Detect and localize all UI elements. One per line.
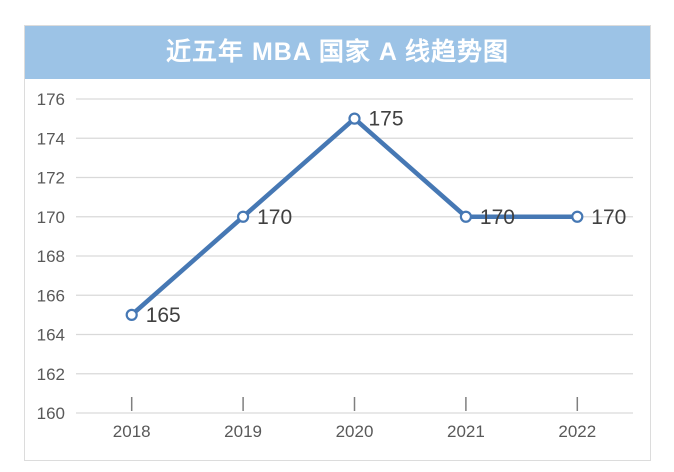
data-point-label-2019: 170 xyxy=(257,206,292,229)
y-axis-tick-label-174: 174 xyxy=(37,129,65,148)
y-axis-tick-label-170: 170 xyxy=(37,208,65,227)
trend-line-chart: 160 162 164 166 168 170 172 174 176 2018 2019 2020 2… xyxy=(37,90,633,441)
data-point-label-2021: 170 xyxy=(480,206,515,229)
x-axis-label-2020: 2020 xyxy=(336,422,374,441)
chart-title: 近五年 MBA 国家 A 线趋势图 xyxy=(166,38,509,66)
y-axis-tick-label-172: 172 xyxy=(37,169,65,188)
data-point-marker-2019 xyxy=(237,210,250,223)
data-point-label-2018: 165 xyxy=(146,304,181,327)
y-axis-tick-label-164: 164 xyxy=(37,326,65,345)
chart-card: 近五年 MBA 国家 A 线趋势图 160 162 164 166 168 170 172 1… xyxy=(24,25,651,461)
x-axis-label-2019: 2019 xyxy=(224,422,262,441)
data-point-marker-2022 xyxy=(571,210,584,223)
data-point-marker-2018 xyxy=(125,308,138,321)
y-axis-tick-label-166: 166 xyxy=(37,286,65,305)
y-axis-tick-label-168: 168 xyxy=(37,247,65,266)
data-point-marker-2021 xyxy=(459,210,472,223)
y-axis-tick-label-162: 162 xyxy=(37,365,65,384)
data-point-label-2022: 170 xyxy=(591,206,626,229)
data-point-marker-2020 xyxy=(348,112,361,125)
x-axis-label-2021: 2021 xyxy=(447,422,485,441)
x-axis-label-2022: 2022 xyxy=(558,422,596,441)
y-axis-tick-label-176: 176 xyxy=(37,90,65,109)
chart-title-bar: 近五年 MBA 国家 A 线趋势图 xyxy=(25,26,650,79)
x-axis-label-2018: 2018 xyxy=(113,422,151,441)
data-point-label-2020: 175 xyxy=(369,108,404,131)
y-axis-tick-label-160: 160 xyxy=(37,404,65,423)
chart-plot-area: 160 162 164 166 168 170 172 174 176 2018 2019 2020 2… xyxy=(25,79,650,460)
